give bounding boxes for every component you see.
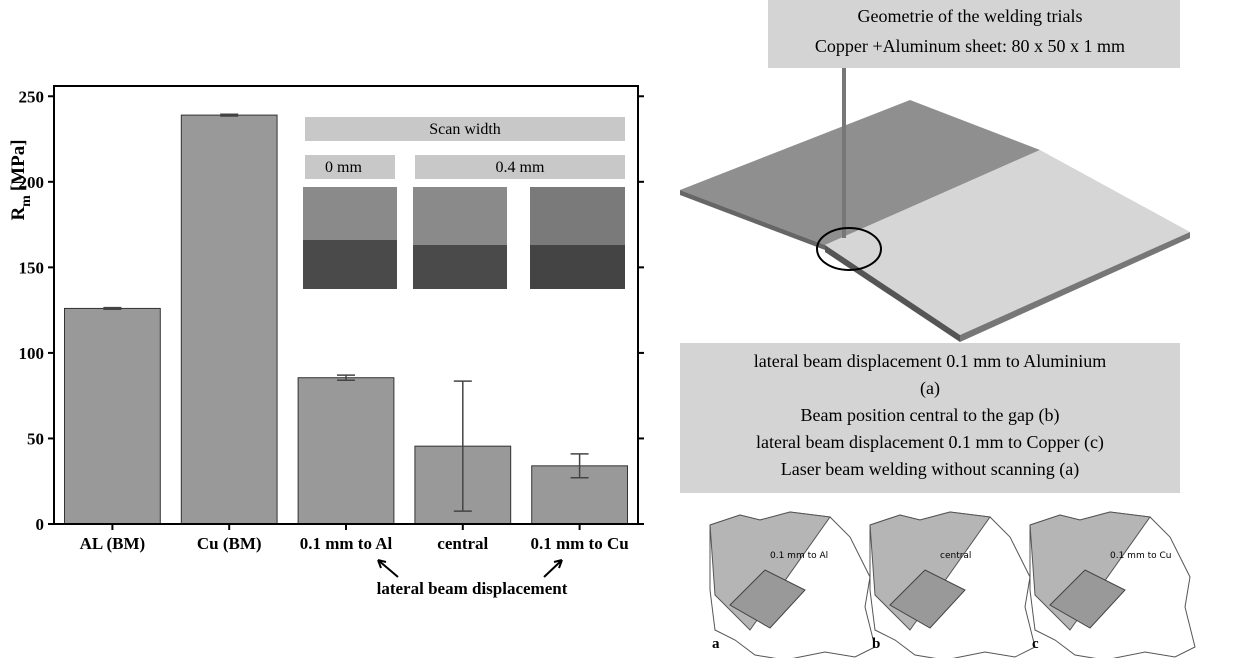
x-tick-label: 0.1 mm to Cu [530,534,628,553]
scan-0-label: 0 mm [325,159,362,176]
y-label-part: [MPa] [8,139,29,191]
detail-label: 0.1 mm to Al [770,551,828,561]
geometry-diagram: Geometrie of the welding trials Copper +… [680,0,1195,658]
y-tick-label: 250 [19,87,45,106]
group-label: lateral beam displacement [377,579,568,598]
diagram-title: Geometrie of the welding trials [858,6,1083,26]
x-tick-label: Cu (BM) [197,534,262,553]
legend-line: Beam position central to the gap (b) [801,405,1060,426]
detail-letter: a [712,636,720,652]
photo [413,245,507,289]
legend-line: lateral beam displacement 0.1 mm to Copp… [756,432,1104,453]
legend-line: (a) [920,378,940,399]
x-tick-label: AL (BM) [80,534,146,553]
y-label-part: m [19,195,34,207]
x-tick-label: central [437,534,488,553]
page: 050100150200250AL (BM)Cu (BM)0.1 mm to A… [0,0,1243,658]
y-tick-label: 150 [19,258,45,277]
scan-width-label: Scan width [429,121,501,138]
detail-label: central [940,551,971,561]
diagram-title: Copper +Aluminum sheet: 80 x 50 x 1 mm [815,36,1125,56]
arrow [544,560,562,577]
y-tick-label: 0 [36,515,45,534]
y-tick-label: 100 [19,344,45,363]
x-tick-label: 0.1 mm to Al [300,534,393,553]
bar [298,378,394,524]
photo [530,245,625,289]
bar [65,308,161,524]
laser-beam [842,68,846,238]
y-label-part: R [8,207,29,221]
scan-04-label: 0.4 mm [496,159,545,176]
photo [303,240,397,289]
y-tick-label: 50 [27,429,44,448]
detail-label: 0.1 mm to Cu [1110,551,1171,561]
arrow [378,560,398,577]
legend-line: Laser beam welding without scanning (a) [781,459,1079,480]
detail-letter: b [872,636,880,652]
bar [181,115,277,524]
detail-letter: c [1032,636,1039,652]
scan-inset: Scan width 0 mm 0.4 mm [303,117,625,289]
legend-line: lateral beam displacement 0.1 mm to Alum… [754,351,1106,371]
